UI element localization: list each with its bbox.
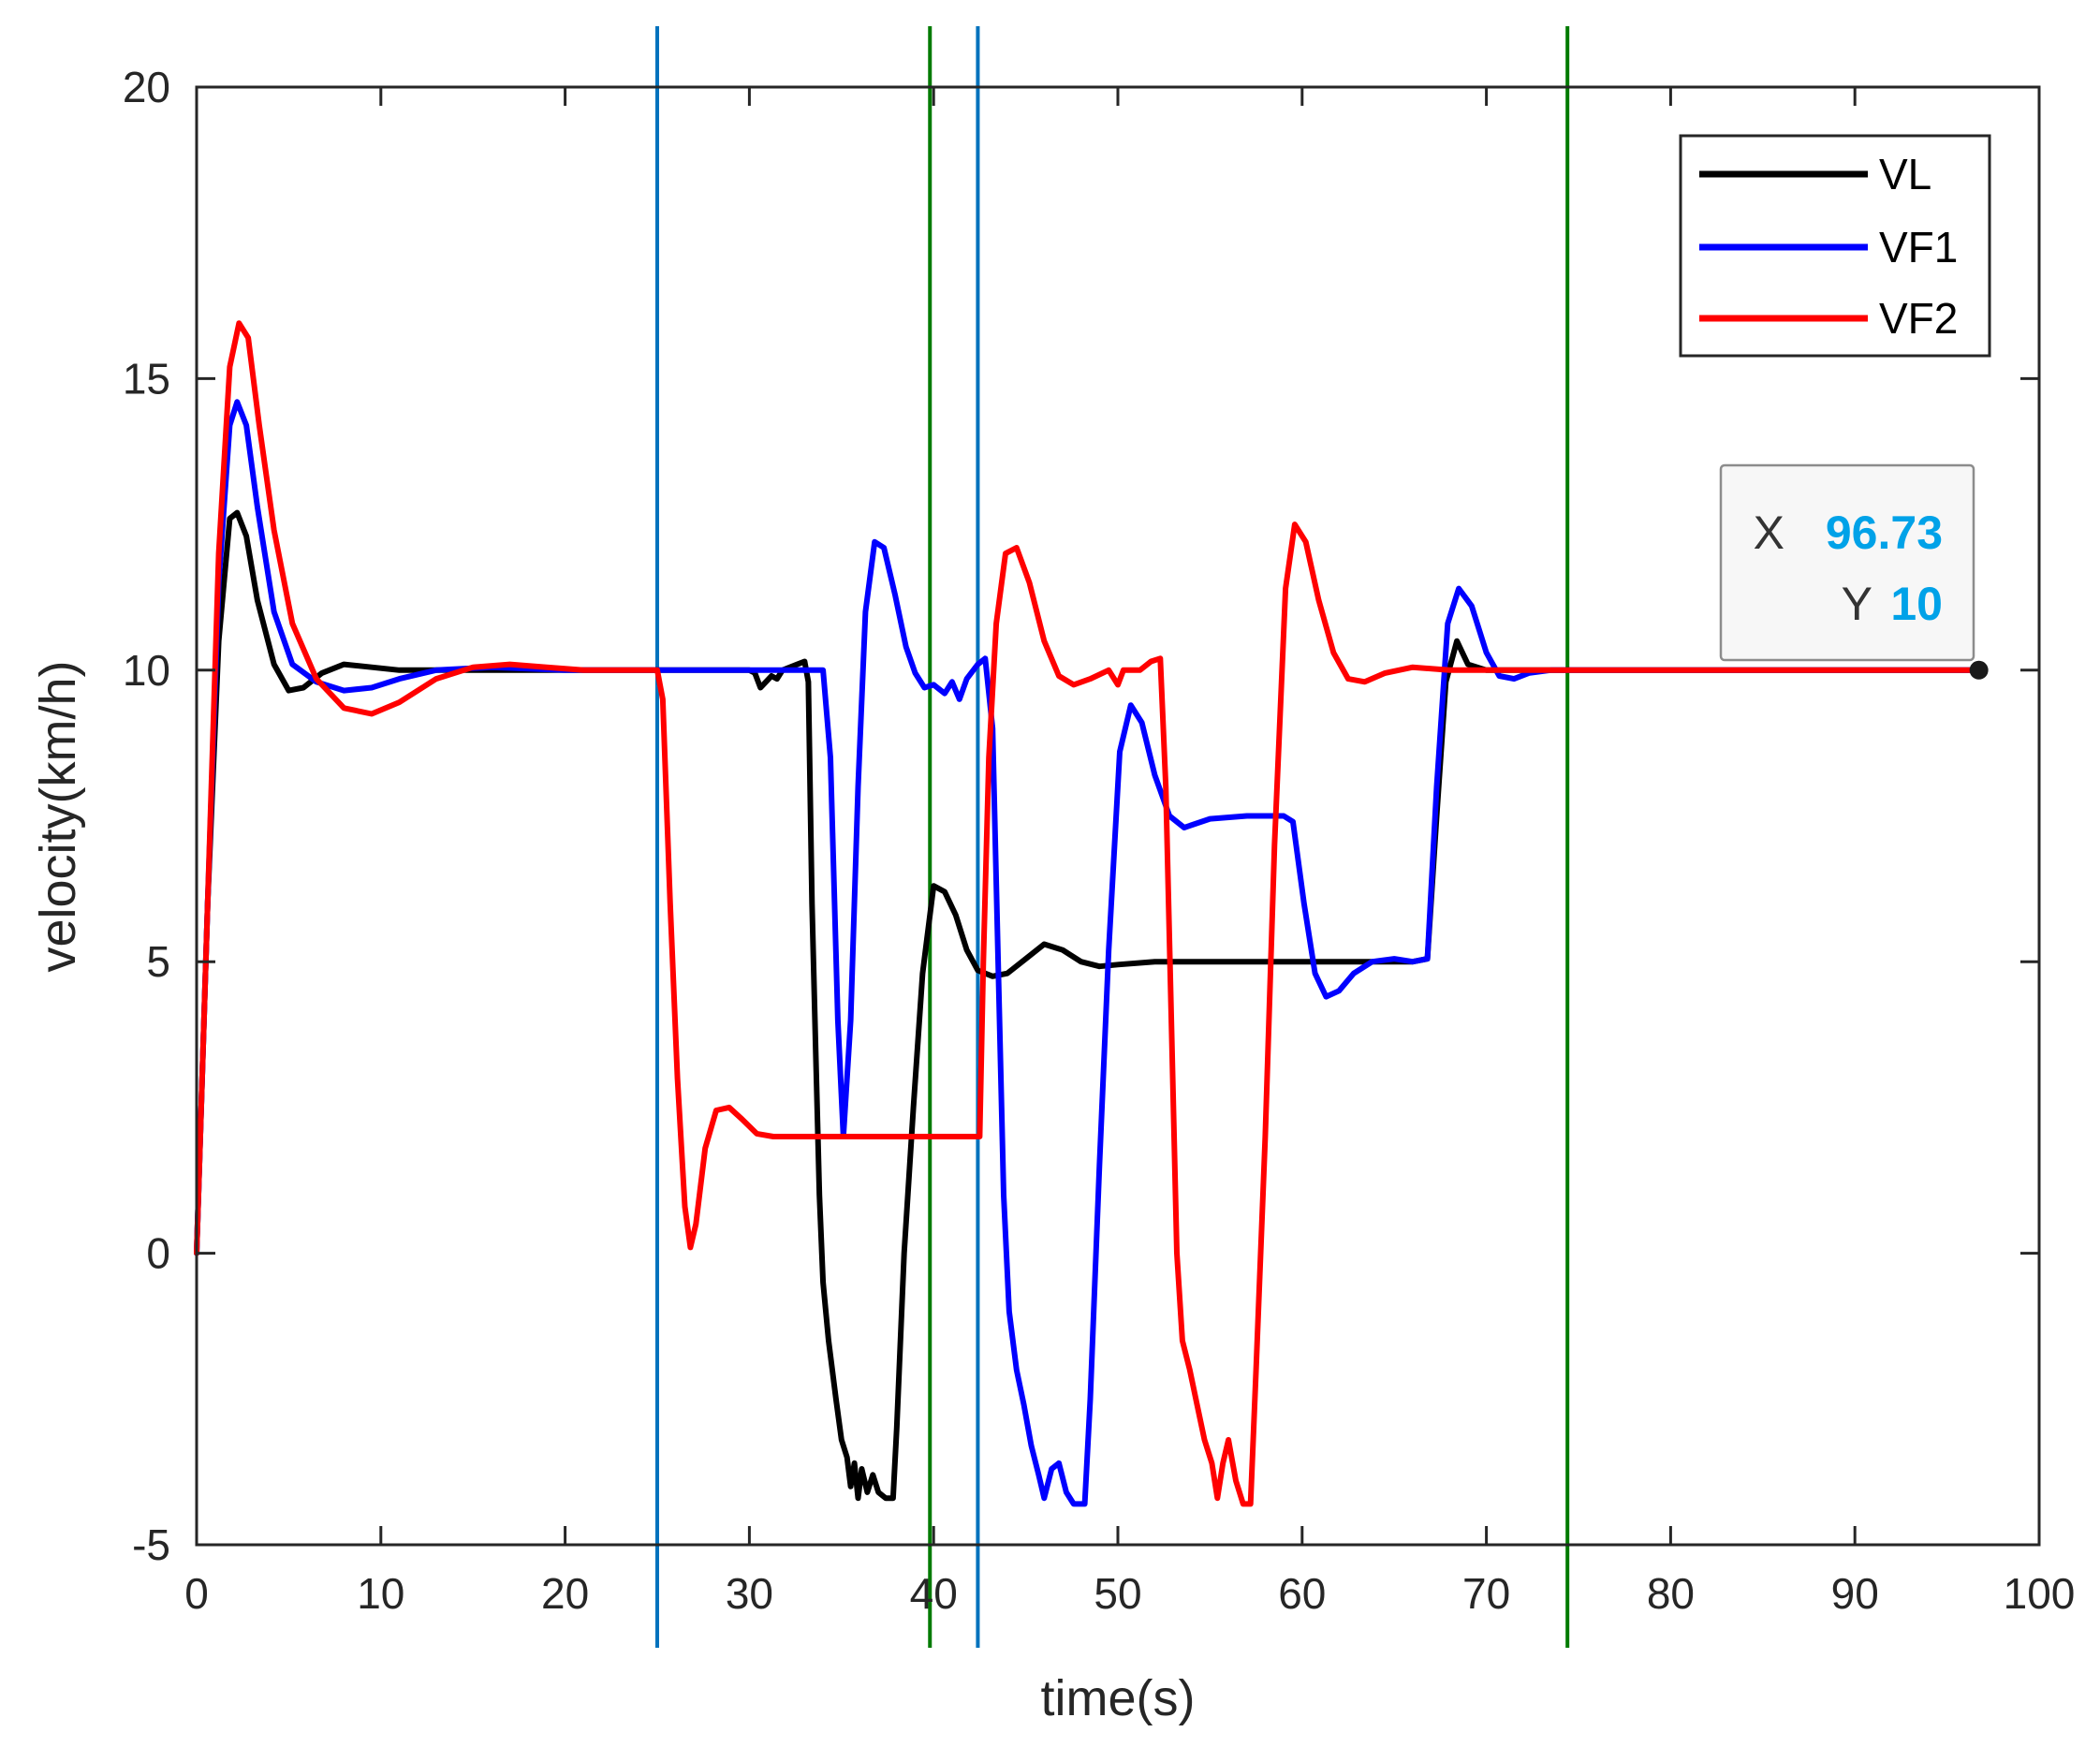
x-tick-label-9: 90: [1831, 1569, 1879, 1618]
y-tick-label-0: -5: [132, 1520, 170, 1569]
datatip-x-value: 96.73: [1826, 506, 1943, 559]
legend-label-vl: VL: [1879, 150, 1931, 198]
legend-label-vf2: VF2: [1879, 294, 1958, 343]
datatip-y-label: Y: [1842, 578, 1872, 630]
x-tick-label-10: 100: [2004, 1569, 2076, 1618]
datatip-box: [1719, 463, 1975, 662]
datatip-x-label: X: [1754, 506, 1784, 559]
x-tick-labels: 0 10 20 30 40 50 60 70 80 90 100: [184, 1569, 2075, 1618]
y-tick-label-3: 10: [123, 646, 170, 695]
datatip-marker[interactable]: [1969, 660, 1989, 680]
x-axis-label: time(s): [1041, 1670, 1196, 1726]
y-tick-label-4: 15: [123, 354, 170, 403]
series-line-vf2: [194, 320, 1982, 1507]
series-line-vl: [194, 509, 1982, 1502]
x-tick-label-8: 80: [1647, 1569, 1695, 1618]
datatip[interactable]: X 96.73 Y 10: [1719, 463, 1989, 680]
x-tick-label-1: 10: [357, 1569, 404, 1618]
y-axis-label: velocity(km/h): [30, 660, 86, 972]
x-tick-label-6: 60: [1278, 1569, 1326, 1618]
series-line-vf1: [194, 399, 1982, 1507]
x-tick-label-5: 50: [1094, 1569, 1141, 1618]
datatip-y-value: 10: [1890, 578, 1943, 630]
x-tick-label-3: 30: [726, 1569, 773, 1618]
x-tick-label-0: 0: [184, 1569, 209, 1618]
vertical-markers: [655, 26, 1570, 1648]
x-tick-label-2: 20: [541, 1569, 589, 1618]
axis-ticks: [195, 85, 2041, 1547]
legend: VL VF1 VF2: [1679, 134, 1991, 358]
y-tick-label-1: 0: [146, 1229, 170, 1278]
series-layer: [194, 320, 1982, 1507]
x-tick-label-7: 70: [1462, 1569, 1510, 1618]
x-tick-label-4: 40: [910, 1569, 958, 1618]
y-tick-label-2: 5: [146, 937, 170, 986]
y-tick-label-5: 20: [123, 63, 170, 111]
y-tick-labels: -5 0 5 10 15 20: [123, 63, 170, 1569]
legend-label-vf1: VF1: [1879, 223, 1958, 272]
